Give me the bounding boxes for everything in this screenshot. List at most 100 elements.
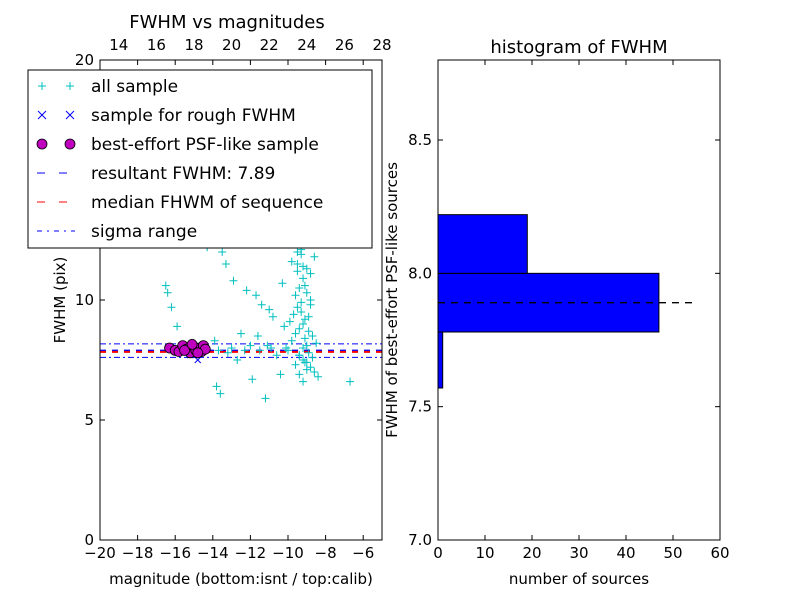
- all-sample-point: [261, 394, 270, 403]
- all-sample-point: [285, 317, 294, 326]
- all-sample-point: [210, 336, 219, 345]
- all-sample-point: [240, 346, 249, 355]
- legend-entry: sample for rough FWHM: [37, 106, 296, 126]
- all-sample-point: [276, 370, 285, 379]
- all-sample-point: [163, 288, 172, 297]
- legend-entry: all sample: [38, 77, 178, 97]
- histogram-y-label: FWHM of best-effort PSF-like sources: [383, 162, 401, 438]
- x-tick-label: −8: [315, 544, 337, 562]
- histogram-x-ticks: 0 10 20 30 40 50 60: [433, 60, 730, 562]
- all-sample-point: [287, 336, 296, 345]
- all-sample-point: [299, 320, 308, 328]
- top-tick-label: 28: [372, 36, 391, 54]
- all-sample-point: [263, 341, 272, 350]
- y-tick-label: 5: [84, 411, 94, 429]
- all-sample-point: [248, 375, 257, 384]
- all-sample-point: [297, 298, 306, 307]
- x-tick-label: −20: [84, 544, 116, 562]
- histogram-bar: [437, 331, 444, 389]
- histogram-bar: [437, 214, 528, 274]
- all-sample-point: [295, 370, 304, 379]
- all-sample-point: [233, 356, 242, 364]
- all-sample-point: [306, 269, 315, 278]
- all-sample-point: [295, 351, 304, 360]
- all-sample-point: [242, 286, 251, 295]
- all-sample-point: [300, 358, 309, 367]
- all-sample-point: [308, 332, 317, 340]
- all-sample-point: [272, 351, 281, 360]
- legend-entry: resultant FWHM: 7.89: [37, 164, 275, 184]
- all-sample-point: [161, 281, 170, 290]
- scatter-y-label: FWHM (pix): [51, 257, 69, 344]
- y-tick-label: 7.0: [408, 531, 432, 549]
- all-sample-point: [280, 322, 289, 331]
- best-effort-point: [186, 338, 198, 350]
- scatter-top-ticks: 14 16 18 20 22 24 26 28: [109, 36, 391, 54]
- legend-entry: best-effort PSF-like sample: [36, 135, 319, 155]
- all-sample-point: [253, 332, 262, 340]
- top-tick-label: 16: [147, 36, 166, 54]
- top-tick-label: 22: [260, 36, 279, 54]
- y-tick-label: 8.0: [408, 264, 432, 282]
- top-tick-label: 26: [335, 36, 354, 54]
- legend-x-marker: [65, 110, 75, 120]
- rough-sample-point: [194, 356, 202, 364]
- all-sample-point: [289, 310, 298, 319]
- all-sample-point: [304, 327, 313, 336]
- all-sample-point: [295, 324, 304, 333]
- all-sample-point: [246, 341, 255, 350]
- top-tick-label: 24: [297, 36, 316, 54]
- histogram-x-label: number of sources: [509, 570, 649, 588]
- all-sample-point: [304, 312, 313, 321]
- legend-label: sample for rough FWHM: [91, 106, 296, 126]
- x-tick-label: −18: [122, 544, 154, 562]
- all-sample-point: [291, 329, 300, 338]
- legend-x-marker: [37, 110, 47, 120]
- all-sample-point: [293, 267, 302, 276]
- x-tick-label: 0: [433, 544, 443, 562]
- all-sample-point: [302, 365, 311, 374]
- all-sample-point: [299, 377, 308, 386]
- x-tick-label: −12: [235, 544, 267, 562]
- y-tick-label: 20: [75, 51, 94, 69]
- scatter-legend: all sample sample for rough FWHM best-effo…: [27, 69, 373, 249]
- all-sample-point: [299, 344, 308, 352]
- all-sample-point: [287, 257, 296, 266]
- all-sample-point: [278, 279, 287, 288]
- best-effort-point: [179, 344, 191, 356]
- all-sample-point: [293, 303, 302, 312]
- histogram-axes-frame: [437, 59, 721, 541]
- legend-label: sigma range: [91, 222, 197, 242]
- all-sample-point: [291, 360, 300, 369]
- all-sample-point: [295, 284, 304, 292]
- y-tick-label: 0: [84, 531, 94, 549]
- best-effort-point: [192, 347, 204, 359]
- all-sample-point: [310, 252, 319, 261]
- all-sample-point: [212, 382, 221, 391]
- x-tick-label: −16: [159, 544, 191, 562]
- scatter-title: FWHM vs magnitudes: [129, 12, 324, 33]
- x-tick-label: −6: [352, 544, 374, 562]
- all-sample-point: [314, 372, 323, 381]
- x-tick-label: 20: [522, 544, 541, 562]
- all-sample-point: [216, 389, 225, 398]
- all-sample-point: [265, 305, 274, 314]
- all-sample-point: [284, 346, 292, 355]
- all-sample-point: [257, 300, 266, 309]
- all-sample-point: [302, 288, 311, 297]
- y-tick-label: 8.5: [408, 131, 432, 149]
- all-sample-point: [223, 348, 232, 357]
- all-sample-point: [297, 308, 306, 316]
- y-tick-label: 10: [75, 291, 94, 309]
- histogram-plot-area: [437, 214, 697, 389]
- scatter-x-label: magnitude (bottom:isnt / top:calib): [109, 570, 373, 588]
- top-tick-label: 18: [184, 36, 203, 54]
- legend-label: resultant FWHM: 7.89: [91, 164, 275, 184]
- all-sample-point: [167, 303, 176, 312]
- all-sample-point: [304, 348, 313, 357]
- all-sample-point: [293, 260, 302, 268]
- all-sample-point: [221, 260, 230, 268]
- all-sample-point: [229, 276, 238, 285]
- all-sample-point: [218, 248, 227, 256]
